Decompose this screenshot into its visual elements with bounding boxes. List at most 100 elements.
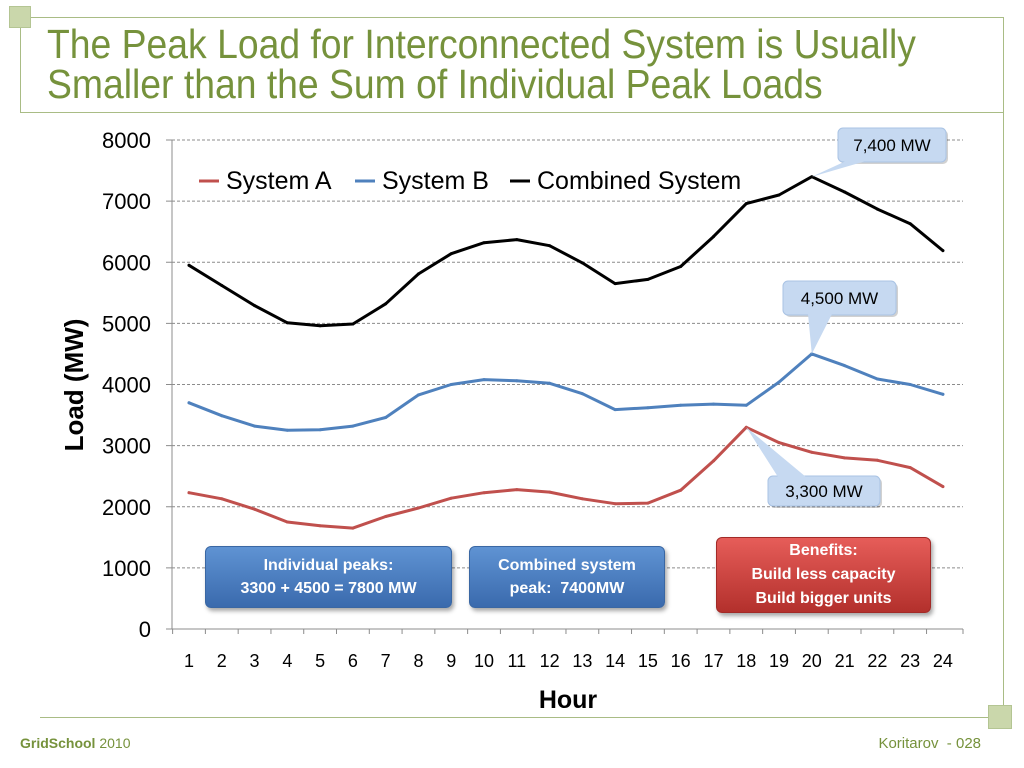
y-tick-label: 8000 [102, 128, 151, 153]
data-point [679, 488, 683, 492]
data-point [679, 403, 683, 407]
x-tick-label: 6 [348, 651, 358, 671]
data-point [777, 380, 781, 384]
data-point [253, 424, 257, 428]
slide-title-line-2: Smaller than the Sum of Individual Peak … [47, 61, 823, 107]
peak-callout: 4,500 MW [782, 280, 898, 354]
y-tick-label: 2000 [102, 495, 151, 520]
data-point [187, 491, 191, 495]
x-tick-label: 7 [381, 651, 391, 671]
data-point [843, 456, 847, 460]
data-point [351, 322, 355, 326]
data-point [417, 506, 420, 510]
series-line-system-b [187, 352, 945, 432]
slide-title: The Peak Load for Interconnected System … [47, 21, 1012, 107]
y-tick-label: 6000 [102, 250, 151, 275]
x-tick-label: 3 [250, 651, 260, 671]
data-point [449, 252, 453, 256]
callout-pointer [808, 314, 832, 354]
x-tick-label: 21 [835, 651, 855, 671]
data-point [908, 222, 912, 226]
corner-square-bottom-right [988, 705, 1012, 729]
data-point [712, 402, 715, 406]
y-axis: 0 1000 2000 3000 4000 5000 6000 7000 8000 [102, 128, 173, 642]
legend: System A System B Combined System [199, 167, 741, 195]
data-point [712, 235, 715, 239]
callout-box [767, 475, 881, 507]
slide-title-line-1: The Peak Load for Interconnected System … [47, 21, 916, 67]
data-point [187, 401, 191, 405]
callout-pointer [746, 427, 806, 477]
x-tick-label: 8 [413, 651, 423, 671]
x-tick-label: 24 [933, 651, 953, 671]
x-tick-label: 5 [315, 651, 325, 671]
data-point [646, 277, 650, 281]
data-point [285, 428, 289, 432]
note-line: Combined system [498, 557, 636, 574]
legend-item: System A [199, 167, 332, 195]
corner-square-top-left [9, 6, 31, 28]
data-point [187, 263, 191, 267]
x-tick-label: 11 [507, 651, 526, 671]
data-point [613, 408, 617, 412]
callout-label: 3,300 MW [785, 482, 862, 501]
data-point [679, 265, 683, 268]
data-point [548, 244, 552, 248]
frame-line-right [1003, 17, 1004, 705]
x-tick-label: 18 [736, 651, 756, 671]
legend-item: System B [355, 167, 489, 195]
frame-line-left [20, 28, 21, 113]
data-point [548, 490, 552, 494]
data-point [318, 324, 322, 328]
legend-label: Combined System [537, 167, 741, 195]
y-axis-title: Load (MW) [59, 319, 89, 452]
x-tick-label: 10 [474, 651, 494, 671]
data-point [875, 377, 879, 381]
series-system-b [187, 352, 945, 432]
data-point [220, 414, 224, 418]
data-point [646, 501, 650, 505]
footer-year: 2010 [99, 735, 131, 751]
x-tick-label: 22 [867, 651, 887, 671]
data-point [712, 459, 715, 463]
x-tick-label: 13 [572, 651, 592, 671]
data-point [417, 393, 420, 397]
x-tick-label: 15 [638, 651, 658, 671]
frame-line-top [31, 17, 1004, 18]
data-point [613, 282, 617, 286]
data-point [810, 450, 814, 454]
x-axis-title: Hour [539, 686, 598, 714]
x-tick-label: 14 [605, 651, 625, 671]
data-point [875, 458, 879, 462]
data-point [482, 241, 486, 245]
x-tick-label: 17 [703, 651, 723, 671]
x-tick-label: 19 [769, 651, 789, 671]
data-point [285, 321, 289, 325]
data-point [515, 379, 519, 383]
note-line: 3300 + 4500 = 7800 MW [240, 580, 417, 597]
y-tick-label: 7000 [102, 189, 151, 214]
data-point [351, 424, 355, 428]
x-tick-label: 1 [184, 651, 194, 671]
data-point [449, 496, 453, 500]
data-point [449, 383, 453, 386]
data-point [613, 502, 617, 506]
data-point [417, 272, 420, 276]
data-point [777, 441, 781, 445]
data-point [875, 207, 879, 211]
combined-peak-box: Combined system peak: 7400MW [469, 546, 665, 608]
data-point [548, 381, 552, 385]
note-line: Build bigger units [755, 590, 892, 607]
footer-brand-name: GridSchool [20, 735, 96, 751]
data-point [318, 428, 322, 432]
legend-item: Combined System [510, 167, 741, 195]
footer-page-id: Koritarov - 028 [878, 735, 981, 752]
title-underline [20, 112, 1004, 113]
data-point [580, 497, 584, 501]
data-point [580, 261, 584, 265]
data-point [908, 383, 912, 386]
data-point [843, 364, 847, 368]
x-tick-label: 23 [900, 651, 920, 671]
data-point [482, 378, 486, 382]
